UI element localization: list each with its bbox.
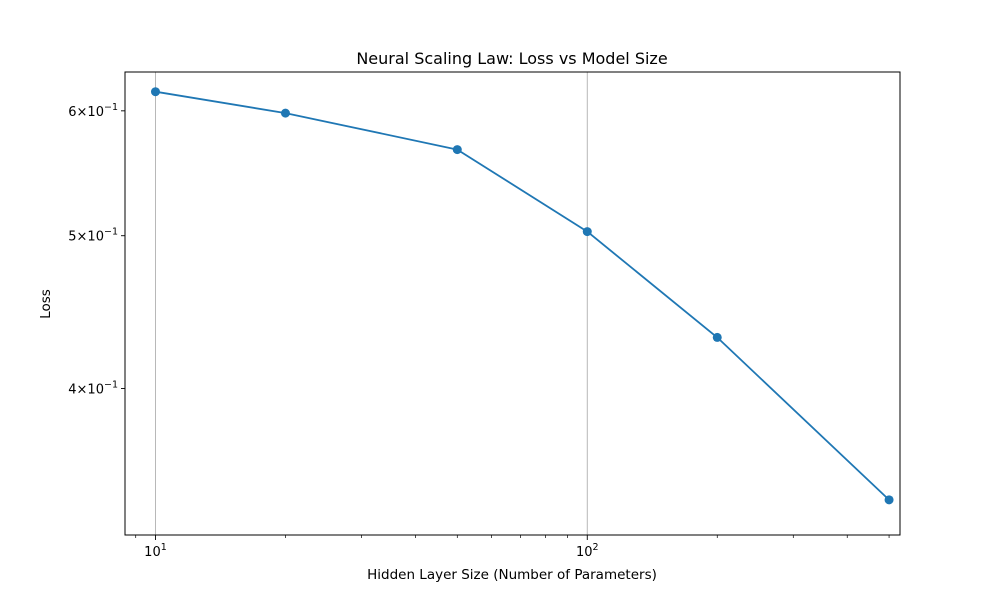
series-layer bbox=[150, 87, 894, 505]
x-tick-label: 101 bbox=[144, 542, 167, 560]
grid-layer bbox=[155, 72, 588, 535]
x-axis: 101 102 bbox=[135, 535, 890, 560]
y-tick-label: 6×10−1 bbox=[68, 102, 118, 120]
plot-frame bbox=[124, 71, 901, 536]
y-tick-label: 4×10−1 bbox=[68, 380, 118, 398]
x-axis-label: Hidden Layer Size (Number of Parameters) bbox=[367, 567, 657, 583]
data-point bbox=[884, 495, 894, 505]
chart-title: Neural Scaling Law: Loss vs Model Size bbox=[356, 49, 667, 68]
data-point bbox=[452, 145, 462, 155]
plot-background bbox=[125, 72, 900, 535]
data-point bbox=[150, 87, 160, 97]
plot-area bbox=[124, 71, 901, 536]
x-tick-label: 102 bbox=[576, 542, 599, 560]
y-axis: 6×10−1 5×10−1 4×10−1 bbox=[68, 102, 125, 398]
series-line bbox=[155, 90, 890, 501]
y-tick-label: 5×10−1 bbox=[68, 227, 118, 245]
data-point bbox=[712, 332, 722, 342]
data-point bbox=[582, 227, 592, 237]
y-axis-label: Loss bbox=[38, 289, 54, 319]
data-point bbox=[280, 108, 290, 118]
